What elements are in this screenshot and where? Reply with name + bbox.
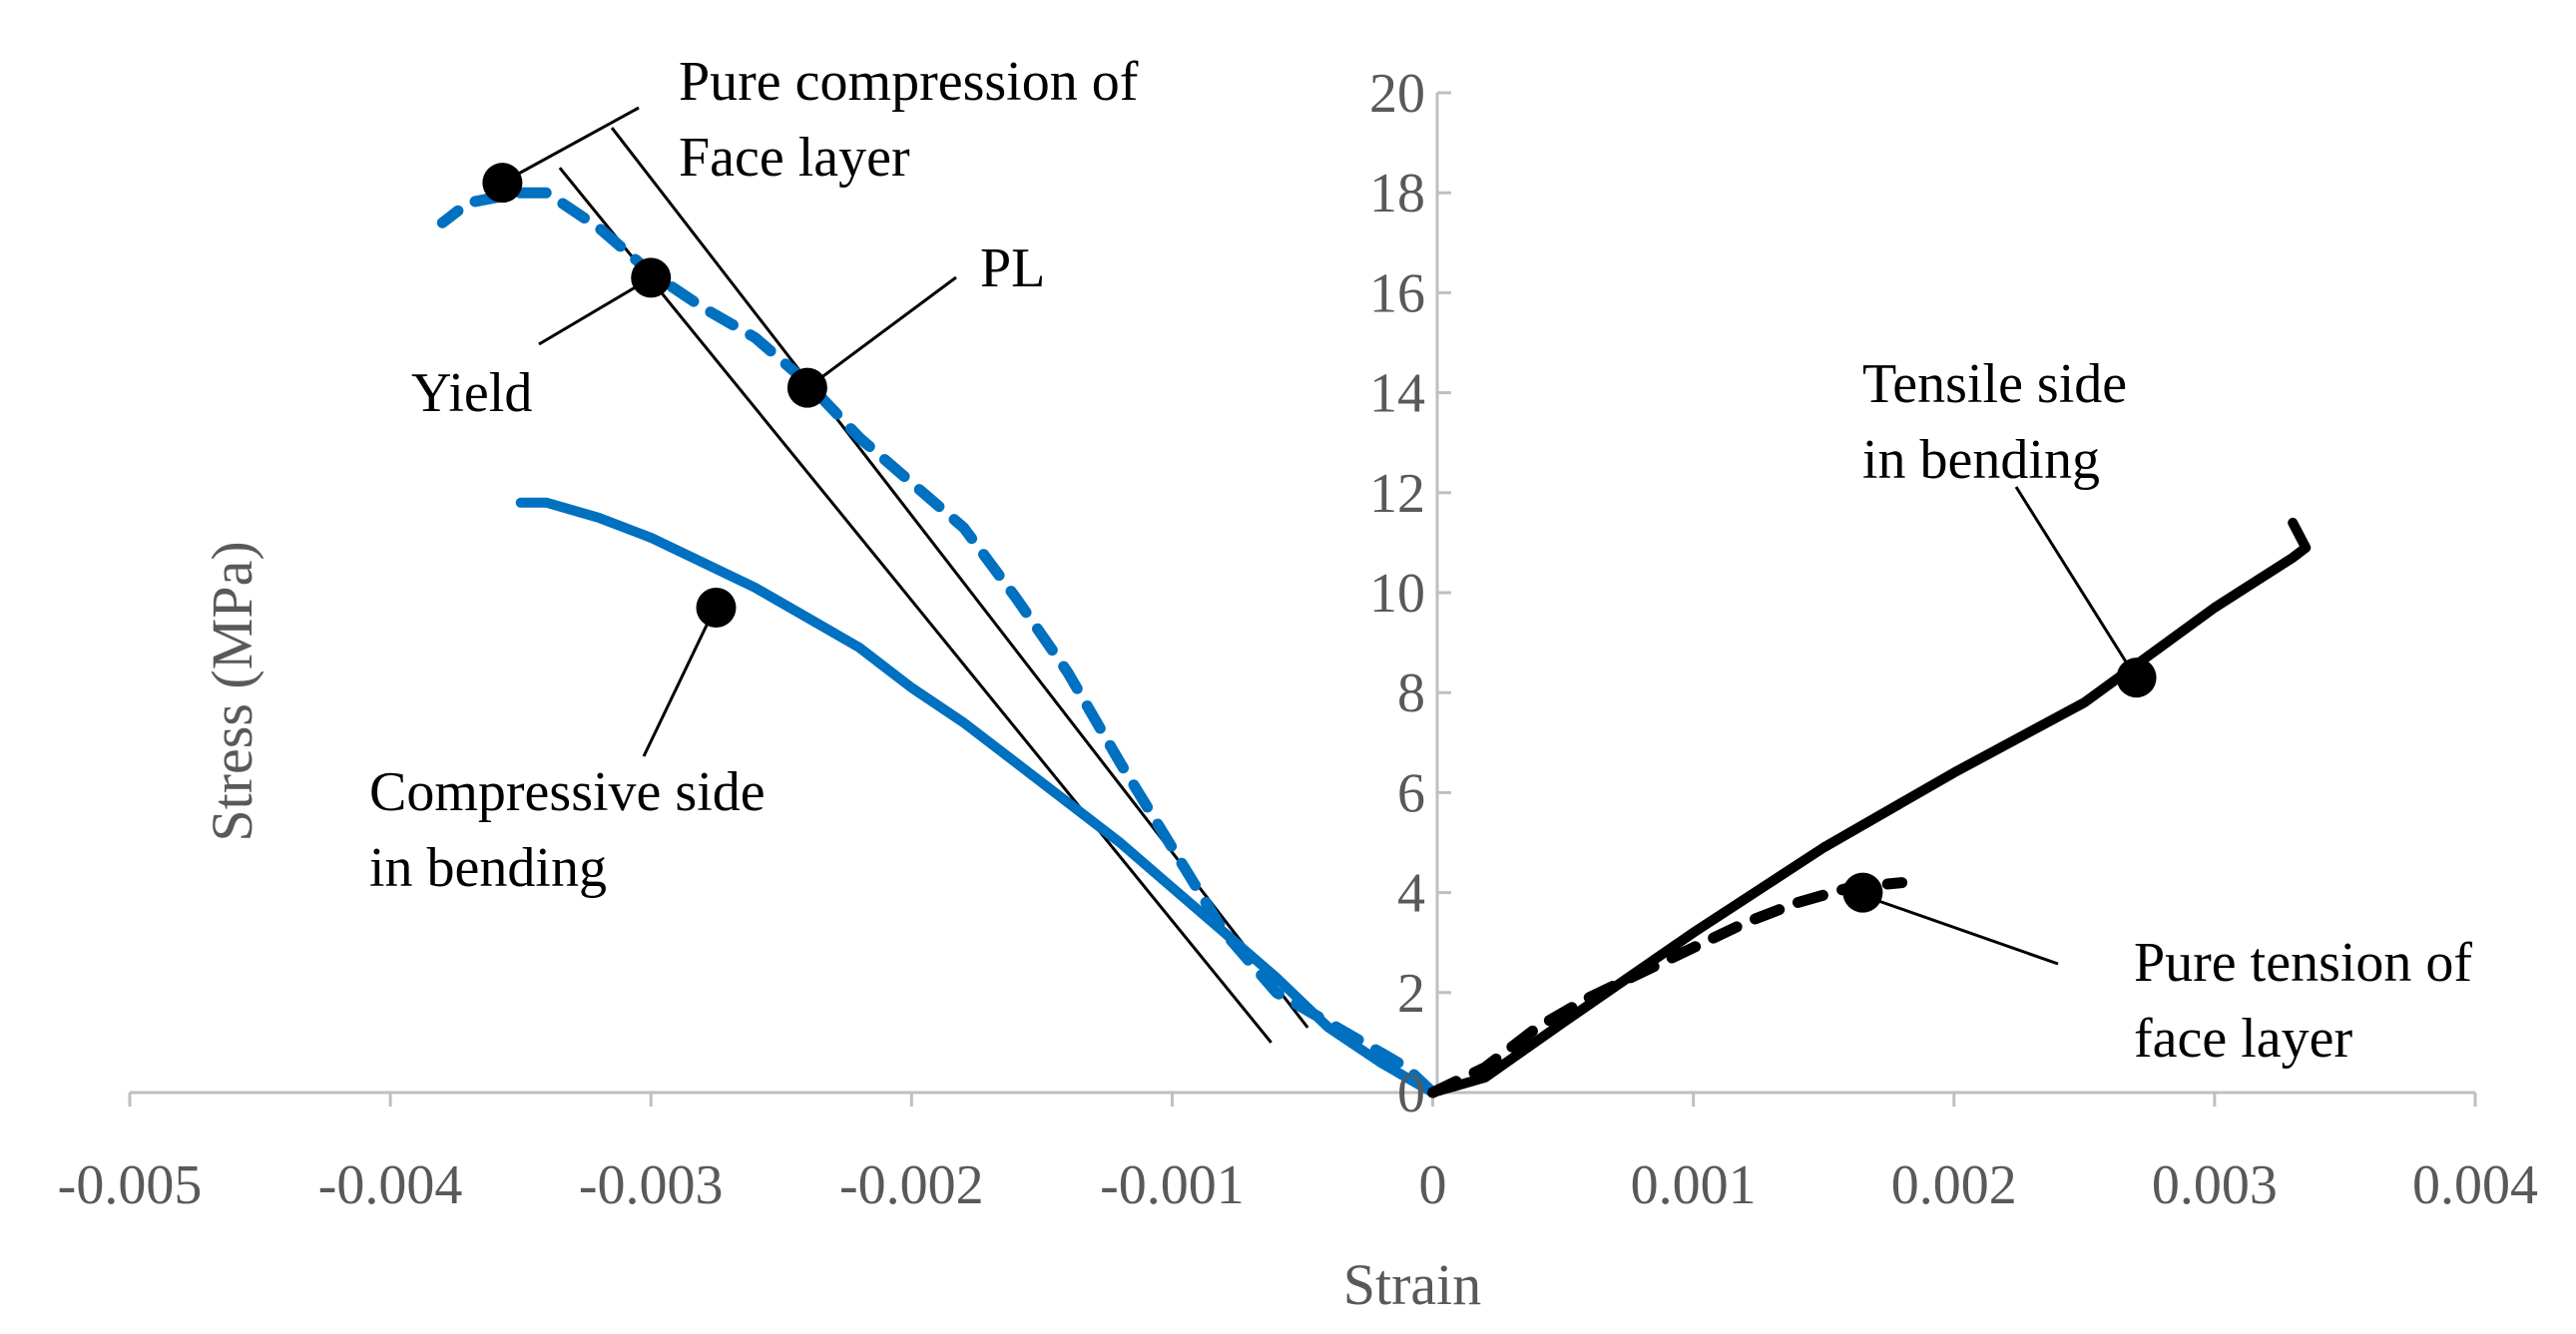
annotation-label: Pure compression of bbox=[679, 51, 1139, 113]
x-tick-label: 0.003 bbox=[2152, 1154, 2278, 1216]
marker-point bbox=[2116, 658, 2157, 698]
y-tick-label: 8 bbox=[1397, 663, 1425, 724]
series-line bbox=[436, 187, 1439, 1099]
x-tick-label: 0.004 bbox=[2412, 1154, 2538, 1216]
y-axis-title: Stress (MPa) bbox=[200, 541, 264, 841]
series-line bbox=[1427, 517, 2312, 1098]
y-tick-labels: 0 2 4 6 8 10 12 14 16 18 20 bbox=[1369, 63, 1425, 1124]
x-tick-label: -0.005 bbox=[58, 1154, 203, 1216]
annotation-label: Compressive side bbox=[369, 761, 766, 823]
annotation-label: in bending bbox=[369, 837, 607, 899]
annotation-label: Face layer bbox=[679, 127, 910, 189]
x-tick-label: 0.001 bbox=[1631, 1154, 1757, 1216]
y-tick-label: 10 bbox=[1369, 563, 1425, 625]
guide-line bbox=[558, 167, 1273, 1044]
marker-point bbox=[482, 163, 523, 204]
leader-line bbox=[807, 275, 957, 389]
y-tick-label: 20 bbox=[1369, 63, 1425, 125]
y-tick-label: 0 bbox=[1397, 1063, 1425, 1124]
x-tick-label: -0.002 bbox=[839, 1154, 984, 1216]
annotation-label: Tensile side bbox=[1862, 353, 2127, 415]
x-tick-label: 0 bbox=[1419, 1154, 1447, 1216]
x-axis-title: Strain bbox=[1343, 1252, 1482, 1317]
annotation-label: PL bbox=[980, 237, 1045, 299]
marker-point bbox=[631, 257, 672, 298]
y-tick-label: 12 bbox=[1369, 463, 1425, 525]
x-tick-label: -0.001 bbox=[1100, 1154, 1245, 1216]
annotation-label: in bending bbox=[1862, 429, 2100, 491]
marker-point bbox=[786, 367, 827, 408]
leader-line bbox=[503, 106, 640, 184]
x-tick-label: -0.004 bbox=[318, 1154, 463, 1216]
marker-points bbox=[482, 163, 2157, 913]
annotation-leaders bbox=[503, 106, 2131, 966]
y-tick-label: 16 bbox=[1369, 262, 1425, 324]
y-tick-label: 2 bbox=[1397, 963, 1425, 1025]
y-tick-label: 18 bbox=[1369, 163, 1425, 224]
x-tick-label: 0.002 bbox=[1891, 1154, 2017, 1216]
annotation-label: face layer bbox=[2134, 1008, 2352, 1070]
marker-point bbox=[1842, 872, 1883, 913]
series-layer bbox=[436, 187, 2312, 1099]
axes bbox=[128, 91, 2477, 1107]
x-tick-labels: -0.005 -0.004 -0.003 -0.002 -0.001 0 0.001 0.00… bbox=[58, 1154, 2538, 1216]
leader-line bbox=[642, 610, 716, 757]
marker-point bbox=[696, 588, 737, 629]
leader-line bbox=[2014, 486, 2131, 667]
annotation-label: Yield bbox=[411, 362, 532, 424]
x-tick-label: -0.003 bbox=[579, 1154, 724, 1216]
guide-line bbox=[610, 127, 1309, 1029]
y-tick-label: 14 bbox=[1369, 363, 1425, 425]
leader-line bbox=[1863, 894, 2059, 966]
annotation-label: Pure tension of bbox=[2134, 932, 2472, 994]
annotation-labels: Pure compression of Face layer Yield PL Comp… bbox=[369, 51, 2472, 1070]
series-line bbox=[1427, 877, 1908, 1099]
y-tick-label: 4 bbox=[1397, 863, 1425, 925]
y-tick-label: 6 bbox=[1397, 762, 1425, 824]
